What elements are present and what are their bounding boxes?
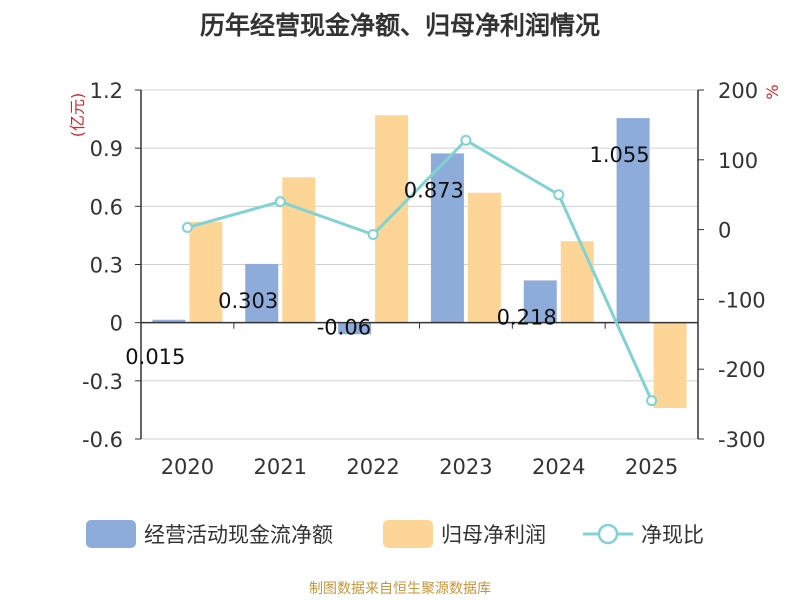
legend-item-cashflow[interactable]: 经营活动现金流净额 <box>86 516 333 552</box>
bar-net-profit-2022 <box>375 115 409 323</box>
x-tick-label-2021: 2021 <box>254 455 307 479</box>
y-left-tick-label: -0.3 <box>82 370 123 394</box>
point-cash-ratio-2025 <box>646 395 658 407</box>
bar-cashflow-2021 <box>245 263 279 323</box>
point-cash-ratio-2020 <box>181 222 193 234</box>
data-label-cashflow-2021: 0.303 <box>218 289 278 313</box>
bar-net-profit-2025 <box>653 322 687 408</box>
y-left-axis-title: (亿元) <box>68 93 87 138</box>
legend-label-cash-ratio: 净现比 <box>641 523 704 547</box>
legend-item-cash-ratio[interactable]: 净现比 <box>583 516 704 552</box>
line-layer <box>181 134 658 407</box>
legend-swatch-cashflow <box>86 520 136 548</box>
data-label-cashflow-2020: 0.015 <box>125 345 185 369</box>
y-right-tick-label: 100 <box>718 149 758 173</box>
y-right-axis-title: % <box>763 84 782 99</box>
bar-cashflow-2024 <box>523 280 557 323</box>
legend-swatch-net-profit <box>383 520 433 548</box>
y-left-tick-label: 0 <box>110 312 123 336</box>
point-cash-ratio-2023 <box>460 134 472 146</box>
bar-net-profit-2024 <box>560 241 594 323</box>
bar-cashflow-2022 <box>338 322 372 335</box>
y-right-tick-label: 0 <box>718 219 731 243</box>
y-right-tick-label: -300 <box>718 428 766 452</box>
grid-layer <box>141 89 698 440</box>
bar-net-profit-2020 <box>189 221 223 323</box>
bar-cashflow-2020 <box>152 319 186 323</box>
y-left-tick-label: 0.3 <box>90 254 123 278</box>
x-tick-label-2023: 2023 <box>439 455 492 479</box>
legend-item-net-profit[interactable]: 归母净利润 <box>383 516 546 552</box>
line-cash-ratio <box>187 138 653 402</box>
bar-cashflow-2025 <box>616 118 650 323</box>
y-left-tick-label: -0.6 <box>82 428 123 452</box>
chart-title: 历年经营现金净额、归母净利润情况 <box>199 11 600 40</box>
x-tick-label-2024: 2024 <box>532 455 585 479</box>
bar-cashflow-2023 <box>430 153 464 323</box>
legend-line-swatch-icon <box>583 523 633 545</box>
point-cash-ratio-2021 <box>274 196 286 208</box>
axis-layer <box>135 89 704 440</box>
y-left-tick-label: 0.9 <box>90 137 123 161</box>
x-tick-label-2025: 2025 <box>625 455 678 479</box>
data-label-cashflow-2024: 0.218 <box>497 305 557 329</box>
data-label-cashflow-2022: -0.06 <box>317 316 371 340</box>
legend-label-net-profit: 归母净利润 <box>441 523 546 547</box>
y-right-tick-label: 200 <box>718 79 758 103</box>
data-label-cashflow-2023: 0.873 <box>404 178 464 202</box>
legend-label-cashflow: 经营活动现金流净额 <box>144 523 333 547</box>
point-cash-ratio-2024 <box>553 189 565 201</box>
y-left-tick-label: 0.6 <box>90 195 123 219</box>
x-tick-label-2022: 2022 <box>346 455 399 479</box>
point-cash-ratio-2022 <box>367 228 379 240</box>
label-layer: -0.6 -0.3 0 0.3 0.6 0.9 1.2 -300 -200 -100 0 100 200… <box>68 79 782 479</box>
y-right-tick-label: -100 <box>718 288 766 312</box>
bar-net-profit-2023 <box>467 192 501 323</box>
source-note: 制图数据来自恒生聚源数据库 <box>309 581 491 597</box>
y-left-tick-label: 1.2 <box>90 79 123 103</box>
data-label-cashflow-2025: 1.055 <box>589 143 649 167</box>
bar-layer <box>152 115 687 408</box>
bar-net-profit-2021 <box>282 177 316 323</box>
x-tick-label-2020: 2020 <box>161 455 214 479</box>
y-right-tick-label: -200 <box>718 358 766 382</box>
